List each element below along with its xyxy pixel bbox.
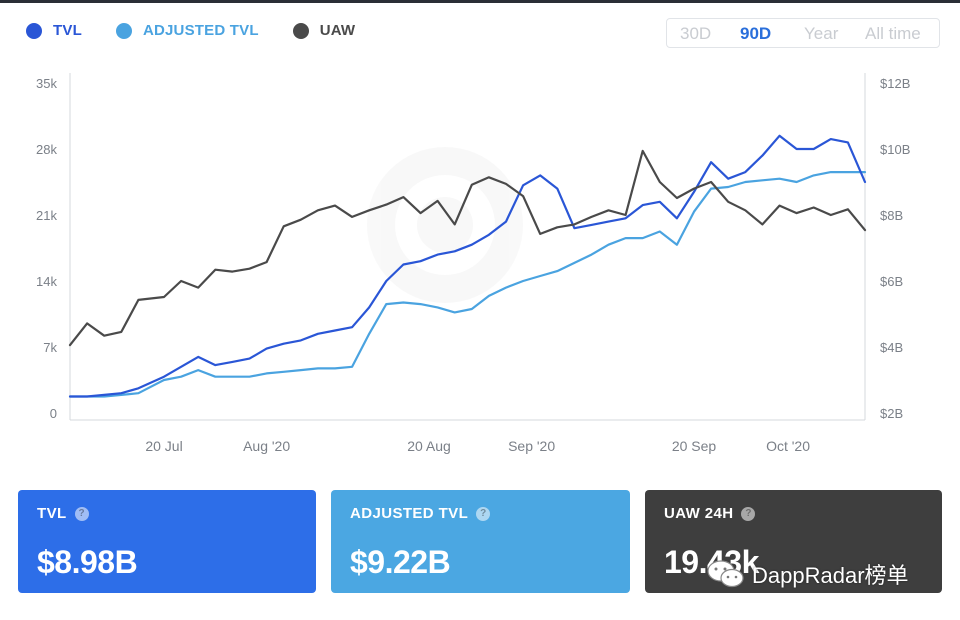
x-tick-label: Oct '20: [766, 438, 810, 454]
right-y-tick-label: $6B: [880, 274, 903, 289]
tvl-stat-card: TVL ? $8.98B: [18, 490, 316, 593]
legend-item-uaw[interactable]: UAW: [292, 22, 356, 39]
x-tick-label: Sep '20: [508, 438, 555, 454]
uaw-stat-card: UAW 24H ? 19.43k: [645, 490, 942, 593]
chart-axes: 0 7k 14k 21k 28k 35k $2B $4B $6B $8B $10B $12B 20 Ju…: [36, 73, 910, 454]
x-tick-label: 20 Aug: [407, 438, 451, 454]
legend-item-adjusted-tvl[interactable]: ADJUSTED TVL: [115, 22, 259, 39]
chart-series: [68, 134, 867, 398]
tvl-card-label: TVL: [37, 505, 67, 522]
right-y-tick-label: $8B: [880, 208, 903, 223]
range-tab-year[interactable]: Year: [804, 24, 839, 43]
uaw-card-header: UAW 24H ?: [664, 505, 756, 522]
adjusted-tvl-card-value: $9.22B: [350, 544, 451, 580]
legend-dot-uaw: [292, 22, 309, 39]
adjusted-tvl-card-label: ADJUSTED TVL: [350, 505, 469, 522]
left-y-tick-label: 14k: [36, 274, 57, 289]
tvl-uaw-line-chart: 0 7k 14k 21k 28k 35k $2B $4B $6B $8B $10B $12B 20 Ju…: [36, 73, 910, 454]
x-tick-label: Aug '20: [243, 438, 290, 454]
legend-item-tvl[interactable]: TVL: [26, 22, 82, 39]
legend-label-tvl: TVL: [53, 22, 82, 39]
range-tab-30d[interactable]: 30D: [680, 24, 712, 43]
left-y-tick-label: 0: [50, 406, 57, 421]
left-y-tick-label: 21k: [36, 208, 57, 223]
time-range-selector: 30D 90D Year All time: [666, 18, 940, 48]
x-tick-label: 20 Jul: [145, 438, 182, 454]
help-icon[interactable]: ?: [74, 506, 89, 521]
top-border: [0, 0, 960, 3]
chart-legend: TVL ADJUSTED TVL UAW: [26, 22, 389, 39]
range-tab-90d[interactable]: 90D: [740, 24, 772, 43]
wechat-watermark: DappRadar榜单: [706, 558, 909, 590]
adjusted-tvl-series-line: [68, 171, 867, 398]
help-icon[interactable]: ?: [476, 506, 491, 521]
right-y-tick-label: $4B: [880, 340, 903, 355]
right-y-tick-label: $2B: [880, 406, 903, 421]
left-y-tick-label: 7k: [43, 340, 57, 355]
adjusted-tvl-stat-card: ADJUSTED TVL ? $9.22B: [331, 490, 630, 593]
uaw-series-line: [68, 149, 867, 347]
right-y-tick-label: $12B: [880, 76, 910, 91]
legend-dot-tvl: [26, 22, 42, 39]
range-tab-all-time[interactable]: All time: [865, 24, 921, 43]
uaw-card-label: UAW 24H: [664, 505, 734, 522]
watermark-text: DappRadar榜单: [752, 563, 909, 588]
x-tick-label: 20 Sep: [672, 438, 717, 454]
tvl-series-line: [68, 134, 867, 398]
left-y-tick-label: 35k: [36, 76, 57, 91]
legend-label-uaw: UAW: [319, 22, 356, 39]
legend-label-adjusted-tvl: ADJUSTED TVL: [142, 22, 259, 39]
chart-watermark-logo: [367, 147, 523, 303]
tvl-card-value: $8.98B: [37, 544, 138, 580]
help-icon[interactable]: ?: [741, 506, 756, 521]
left-y-tick-label: 28k: [36, 142, 57, 157]
adjusted-tvl-card-header: ADJUSTED TVL ?: [350, 505, 491, 522]
wechat-icon: [707, 560, 744, 588]
legend-dot-adjusted-tvl: [115, 22, 132, 39]
tvl-card-header: TVL ?: [37, 505, 89, 522]
right-y-tick-label: $10B: [880, 142, 910, 157]
